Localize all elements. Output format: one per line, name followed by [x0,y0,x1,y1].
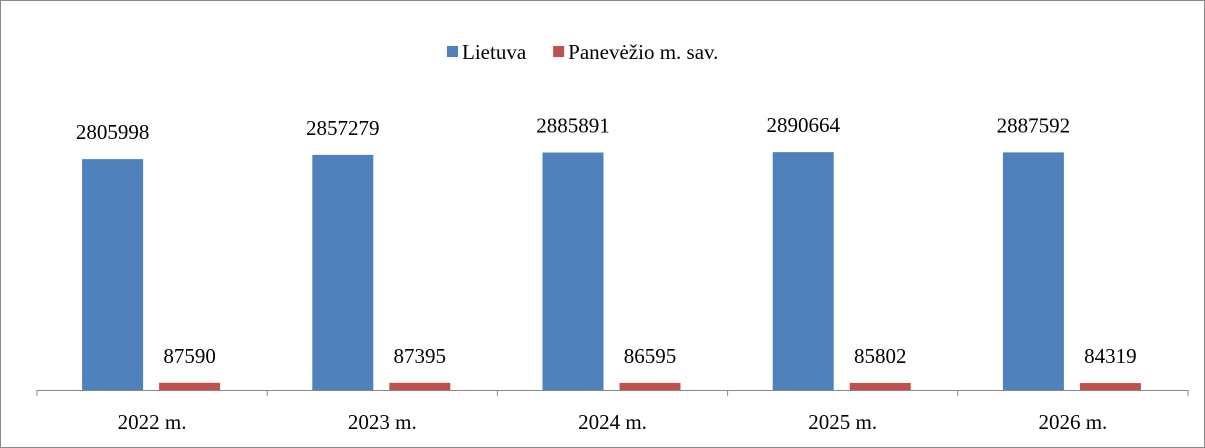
x-tick-label: 2025 m. [808,410,877,434]
legend-label: Lietuva [462,40,527,64]
bar [542,152,604,390]
bar [159,382,221,390]
data-label: 2890664 [766,113,840,137]
data-label: 87395 [394,344,447,368]
bar [82,159,144,390]
data-label: 2887592 [997,113,1071,137]
bar [389,382,451,390]
x-tick-label: 2023 m. [348,410,417,434]
data-label: 84319 [1084,344,1137,368]
legend-swatch [447,46,458,57]
x-tick-label: 2026 m. [1038,410,1107,434]
bar [312,154,374,390]
bar [1079,383,1141,390]
data-label: 85802 [854,344,907,368]
legend-label: Panevėžio m. sav. [568,40,718,64]
bar [772,152,834,390]
x-tick-label: 2022 m. [118,410,187,434]
legend-swatch [553,46,565,57]
data-label: 86595 [624,344,677,368]
x-tick-label: 2024 m. [578,410,647,434]
data-label: 2885891 [536,114,610,138]
data-label: 2805998 [76,120,150,144]
data-label: 2857279 [306,116,380,140]
bar [1002,152,1064,390]
bar [619,382,681,390]
bar [849,382,911,390]
data-label: 87590 [163,344,216,368]
